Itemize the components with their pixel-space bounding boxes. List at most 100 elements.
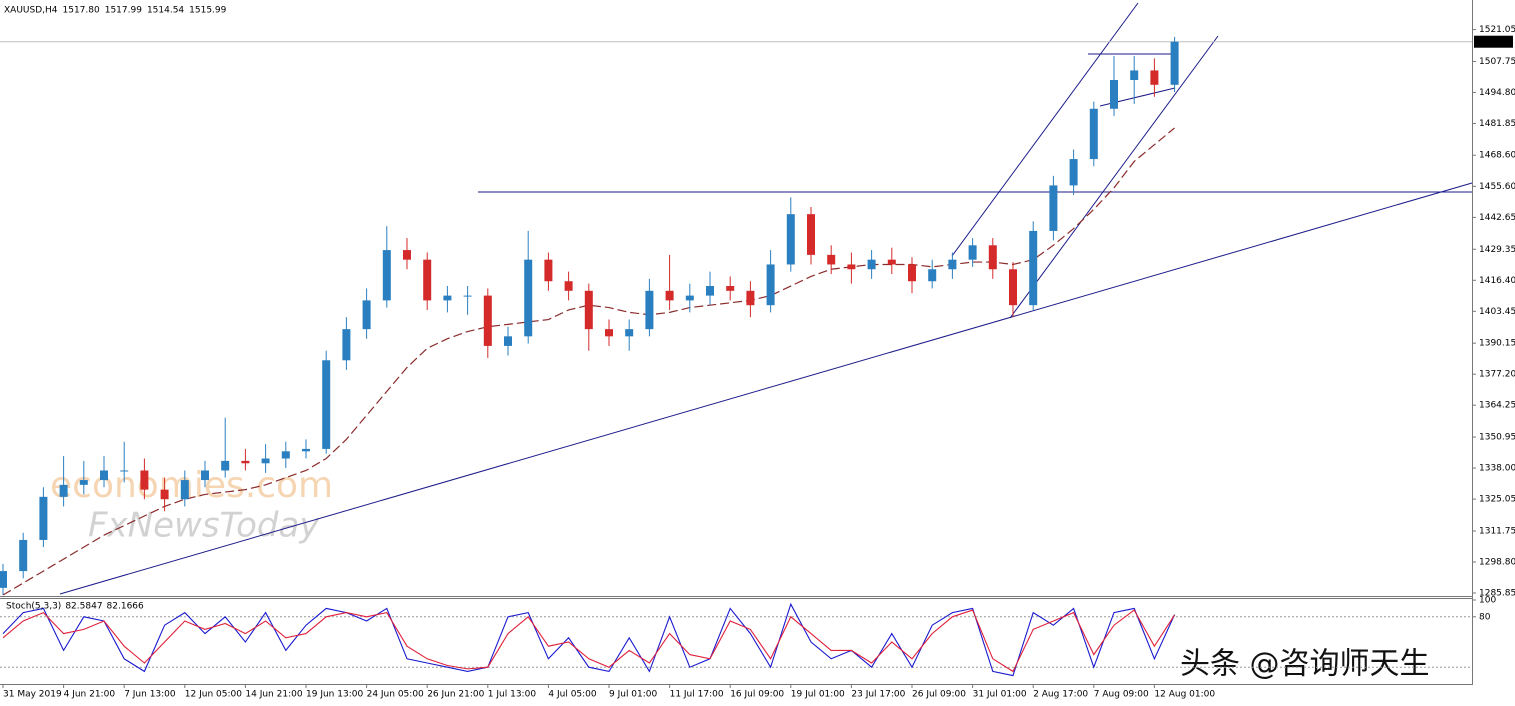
candle-body [605,329,613,337]
y-tick-label: 100 [1479,596,1496,606]
watermark: economies.com [50,465,333,506]
x-tick-label: 7 Aug 09:00 [1094,690,1149,700]
candle-body [100,470,108,481]
symbol: XAUUSD,H4 [4,6,58,16]
candle-body [120,470,129,472]
candle-body [403,250,411,260]
x-tick-label: 24 Jun 05:00 [367,690,424,700]
candle-body [988,245,997,270]
y-tick-label: 1507.75 [1479,57,1515,67]
candle-body [786,214,795,265]
candle-body [342,329,351,361]
candle-body [261,458,270,464]
y-tick-label: 1442.65 [1479,213,1515,223]
candle-body [443,295,452,301]
moving-average [2,127,1175,596]
candle-body [1150,70,1159,85]
x-tick-label: 26 Jun 21:00 [427,690,484,700]
candle-body [39,496,48,540]
candle-body [504,336,512,346]
candle-body [847,264,856,270]
indicator-title: Stoch(5,3,3) [6,602,61,612]
candle-body [1170,41,1179,85]
x-tick-label: 31 Jul 01:00 [973,690,1027,700]
candle-body [706,286,714,296]
x-tick-label: 2 Aug 17:00 [1033,690,1088,700]
watermark: FxNewsToday [88,506,320,546]
y-tick-label: 1481.85 [1479,119,1515,129]
candle-body [564,281,573,291]
candle-body [1130,70,1139,81]
x-tick-label: 16 Jul 09:00 [730,690,784,700]
y-tick-label: 1285.85 [1479,589,1515,599]
candle-body [665,290,674,301]
candle-body [807,214,815,255]
x-tick-label: 19 Jul 01:00 [791,690,845,700]
x-tick-label: 4 Jul 05:00 [548,690,597,700]
candle-body [968,245,977,260]
quote: 1514.54 [147,6,184,16]
x-tick-label: 26 Jul 09:00 [912,690,966,700]
y-tick-label: 1325.05 [1479,495,1515,505]
y-tick-label: 1455.60 [1479,182,1515,192]
candle-body [645,290,654,330]
x-tick-label: 14 Jun 21:00 [245,690,302,700]
candle-body [685,295,694,301]
x-tick-label: 12 Aug 01:00 [1154,690,1215,700]
x-tick-label: 23 Jul 17:00 [851,690,905,700]
candle-body [180,480,189,500]
y-tick-label: 1494.80 [1479,88,1515,98]
candle-body [281,451,290,459]
candle-body [1009,269,1017,306]
candle-body [423,259,432,301]
price-label-box [1474,35,1513,48]
y-tick-label: 80 [1479,612,1491,622]
quote: 1515.99 [189,6,226,16]
candle-body [827,254,836,265]
x-tick-label: 11 Jul 17:00 [670,690,724,700]
candle-body [0,571,7,588]
watermarks: economies.com FxNewsToday [50,465,333,546]
candle-body [948,259,957,270]
x-tick-label: 7 Jun 13:00 [124,690,176,700]
y-tick-label: 1298.80 [1479,557,1515,567]
channel-line [951,2,1139,257]
candle-body [382,250,391,301]
x-tick-label: 9 Jul 01:00 [609,690,658,700]
candle-body [160,489,169,500]
candle-body [928,269,937,282]
candle-body [241,460,250,464]
x-tick-label: 31 May 2019 [3,690,62,700]
candle-body [867,259,876,270]
y-tick-label: 1521.05 [1479,25,1515,35]
stoch-line [2,609,1176,673]
candle-body [544,259,553,282]
y-tick-label: 1338.00 [1479,464,1515,474]
indicator-value: 82.1666 [107,602,144,612]
candle-body [625,329,634,337]
y-tick-label: 1390.15 [1479,339,1515,349]
candle-body [726,286,735,291]
watermark: 头条 @咨询师天生 [1180,647,1430,682]
candle-body [201,470,209,481]
indicator-value: 82.5847 [65,602,102,612]
candle-body [887,259,896,265]
candle-body [584,290,593,330]
candle-body [766,264,775,306]
candle-body [1089,108,1098,160]
candle-body [1110,80,1118,109]
y-tick-label: 1403.45 [1479,307,1515,317]
price-label: 1515.99 [1476,37,1513,47]
x-tick-label: 1 Jul 13:00 [488,690,537,700]
candle-body [524,259,533,337]
candle-body [322,360,331,449]
x-tick-label: 19 Jun 13:00 [306,690,363,700]
channel-line [1009,35,1219,319]
y-tick-label: 1377.20 [1479,370,1515,380]
y-tick-label: 1364.25 [1479,401,1515,411]
x-tick-label: 12 Jun 05:00 [185,690,242,700]
y-tick-label: 1350.95 [1479,433,1515,443]
quote: 1517.99 [105,6,142,16]
